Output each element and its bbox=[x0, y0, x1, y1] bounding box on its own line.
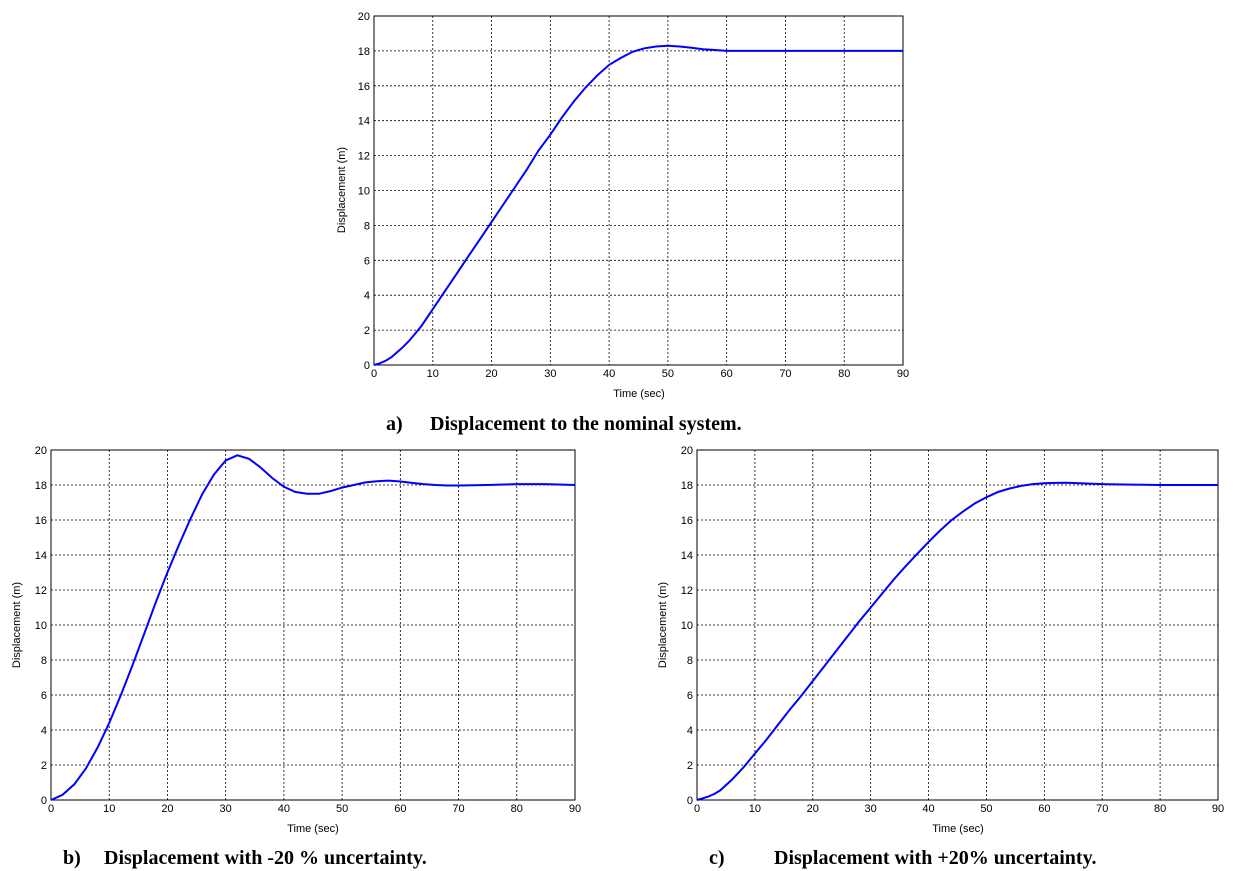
x-tick-label: 20 bbox=[485, 368, 497, 380]
y-tick-label: 4 bbox=[687, 725, 693, 737]
y-tick-label: 16 bbox=[35, 515, 47, 527]
caption-text: Displacement to the nominal system. bbox=[430, 413, 742, 435]
y-tick-label: 12 bbox=[681, 585, 693, 597]
caption-text: Displacement with +20% uncertainty. bbox=[774, 847, 1097, 869]
x-tick-label: 90 bbox=[897, 368, 909, 380]
x-axis-label: Time (sec) bbox=[613, 388, 665, 400]
y-axis-label: Displacement (m) bbox=[11, 582, 23, 668]
y-tick-label: 18 bbox=[681, 480, 693, 492]
x-tick-label: 40 bbox=[922, 803, 934, 815]
x-tick-label: 20 bbox=[807, 803, 819, 815]
grid-lines bbox=[374, 16, 903, 365]
x-tick-label: 90 bbox=[1212, 803, 1224, 815]
tick-labels: 0 10 20 30 40 50 60 70 80 90 0 2 4 6 8 10 12 14 16 18 20 bbox=[35, 445, 581, 815]
x-tick-label: 90 bbox=[569, 803, 581, 815]
y-tick-label: 6 bbox=[364, 255, 370, 267]
x-tick-label: 10 bbox=[427, 368, 439, 380]
tick-labels: 0 10 20 30 40 50 60 70 80 90 0 2 4 6 8 10 12 14 16 18 20 bbox=[358, 11, 909, 380]
y-tick-label: 16 bbox=[358, 81, 370, 93]
y-axis-label: Displacement (m) bbox=[336, 147, 348, 233]
caption-text: Displacement with -20 % uncertainty. bbox=[104, 847, 427, 869]
y-tick-label: 8 bbox=[687, 655, 693, 667]
plot-frame bbox=[50, 449, 576, 801]
x-tick-label: 10 bbox=[749, 803, 761, 815]
x-tick-label: 10 bbox=[103, 803, 115, 815]
displacement-line bbox=[373, 44, 903, 366]
x-tick-label: 70 bbox=[452, 803, 464, 815]
x-tick-label: 60 bbox=[1038, 803, 1050, 815]
x-axis-label: Time (sec) bbox=[932, 823, 984, 835]
x-axis-label: Time (sec) bbox=[287, 823, 339, 835]
x-tick-label: 60 bbox=[721, 368, 733, 380]
y-tick-label: 4 bbox=[364, 290, 370, 302]
caption-marker: a) bbox=[386, 413, 403, 435]
x-tick-label: 20 bbox=[161, 803, 173, 815]
x-tick-label: 70 bbox=[1096, 803, 1108, 815]
y-tick-label: 0 bbox=[687, 795, 693, 807]
y-tick-label: 10 bbox=[358, 186, 370, 198]
x-tick-label: 70 bbox=[779, 368, 791, 380]
y-tick-label: 14 bbox=[358, 116, 370, 128]
y-tick-label: 10 bbox=[681, 620, 693, 632]
x-tick-label: 0 bbox=[48, 803, 54, 815]
y-tick-label: 12 bbox=[358, 151, 370, 163]
x-tick-label: 80 bbox=[1154, 803, 1166, 815]
x-tick-label: 50 bbox=[662, 368, 674, 380]
y-tick-label: 10 bbox=[35, 620, 47, 632]
y-tick-label: 14 bbox=[35, 550, 47, 562]
x-tick-label: 40 bbox=[603, 368, 615, 380]
y-tick-label: 12 bbox=[35, 585, 47, 597]
y-tick-label: 2 bbox=[41, 760, 47, 772]
x-tick-label: 50 bbox=[336, 803, 348, 815]
y-tick-label: 20 bbox=[681, 445, 693, 457]
y-tick-label: 18 bbox=[35, 480, 47, 492]
y-tick-label: 0 bbox=[364, 360, 370, 372]
x-tick-label: 40 bbox=[278, 803, 290, 815]
y-tick-label: 2 bbox=[687, 760, 693, 772]
panel-b-minus-20: 0 10 20 30 40 50 60 70 80 90 0 2 4 6 8 10 12 14 16 18 20 Tim… bbox=[11, 445, 581, 869]
x-tick-label: 30 bbox=[220, 803, 232, 815]
x-tick-label: 60 bbox=[394, 803, 406, 815]
panel-a-nominal: 0 10 20 30 40 50 60 70 80 90 0 2 4 6 8 10 12 14 16 18 20 Tim… bbox=[336, 11, 909, 435]
x-tick-label: 80 bbox=[838, 368, 850, 380]
grid-lines bbox=[51, 450, 575, 800]
y-tick-label: 14 bbox=[681, 550, 693, 562]
displacement-line bbox=[50, 454, 576, 801]
y-tick-label: 20 bbox=[358, 11, 370, 23]
plot-frame bbox=[373, 15, 904, 366]
plot-frame bbox=[696, 449, 1219, 801]
y-tick-label: 18 bbox=[358, 46, 370, 58]
y-tick-label: 4 bbox=[41, 725, 47, 737]
grid-lines bbox=[697, 450, 1218, 800]
x-tick-label: 30 bbox=[544, 368, 556, 380]
y-tick-label: 6 bbox=[687, 690, 693, 702]
x-tick-label: 30 bbox=[865, 803, 877, 815]
y-tick-label: 2 bbox=[364, 325, 370, 337]
x-tick-label: 0 bbox=[371, 368, 377, 380]
panel-c-plus-20: 0 10 20 30 40 50 60 70 80 90 0 2 4 6 8 10 12 14 16 18 20 Tim… bbox=[657, 445, 1224, 869]
y-tick-label: 8 bbox=[364, 220, 370, 232]
x-tick-label: 50 bbox=[980, 803, 992, 815]
displacement-line bbox=[696, 481, 1218, 801]
x-tick-label: 0 bbox=[694, 803, 700, 815]
y-tick-label: 16 bbox=[681, 515, 693, 527]
tick-labels: 0 10 20 30 40 50 60 70 80 90 0 2 4 6 8 10 12 14 16 18 20 bbox=[681, 445, 1224, 815]
caption-marker: c) bbox=[709, 847, 725, 869]
y-tick-label: 8 bbox=[41, 655, 47, 667]
x-tick-label: 80 bbox=[511, 803, 523, 815]
y-axis-label: Displacement (m) bbox=[657, 582, 669, 668]
y-tick-label: 6 bbox=[41, 690, 47, 702]
caption-marker: b) bbox=[63, 847, 81, 869]
y-tick-label: 0 bbox=[41, 795, 47, 807]
y-tick-label: 20 bbox=[35, 445, 47, 457]
